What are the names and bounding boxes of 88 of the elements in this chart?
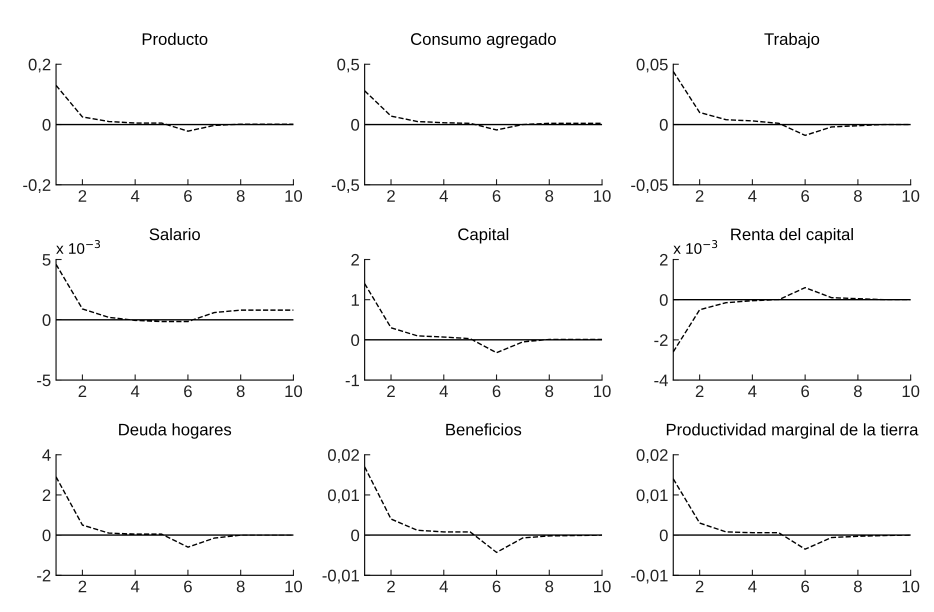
x-tick-label: 4 [130, 190, 140, 202]
y-tick-label: -0,05 [631, 179, 668, 193]
y-tick-label: -0,01 [322, 570, 359, 584]
x-tick-label: 10 [285, 190, 302, 202]
y-tick-label: 0,2 [28, 58, 50, 72]
y-tick-label: 0 [660, 118, 668, 131]
chart-title: Beneficios [446, 423, 522, 436]
y-tick-label: 0 [660, 294, 668, 306]
x-tick-label: 4 [130, 386, 140, 397]
x-tick-label: 2 [696, 385, 704, 397]
text: x 10$^{−3}$ [56, 240, 100, 254]
y-tick-label: 0 [351, 118, 360, 131]
y-tick-label: 0,01 [636, 489, 668, 504]
chart-title: Consumo agregado [411, 32, 556, 48]
x-tick-label: 6 [184, 385, 192, 398]
x-tick-label: 8 [236, 190, 245, 202]
y-tick-label: -0,01 [631, 570, 668, 584]
x-tick-label: 8 [236, 385, 245, 398]
y-tick-label: 0 [42, 314, 51, 326]
y-tick-label: -0,2 [23, 179, 50, 193]
x-tick-label: 2 [78, 190, 86, 202]
x-tick-label: 4 [748, 580, 757, 592]
chart-title: Productividad marginal de la tierra [666, 423, 918, 439]
x-tick-label: 6 [801, 385, 810, 398]
y-tick-label: 0,5 [337, 58, 360, 72]
x-tick-label: 6 [492, 190, 500, 202]
x-tick-label: 8 [854, 190, 862, 202]
y-tick-label: 0 [660, 530, 668, 542]
y-tick-label: 2 [42, 489, 50, 501]
x-tick-label: 2 [387, 580, 395, 592]
x-tick-label: 6 [492, 580, 500, 592]
y-tick-label: 0 [42, 118, 51, 131]
x-tick-label: 8 [854, 580, 862, 592]
y-tick-label: 4 [42, 449, 51, 461]
y-tick-label: 0,02 [636, 449, 668, 463]
x-tick-label: 4 [748, 386, 757, 397]
x-tick-label: 2 [387, 190, 395, 202]
x-tick-label: 6 [492, 385, 500, 398]
y-tick-label: 0,05 [636, 58, 668, 72]
chart-title: Renta del capital [731, 228, 853, 244]
y-tick-label: 5 [42, 254, 50, 266]
y-tick-label: -2 [654, 334, 668, 346]
x-tick-label: 4 [440, 580, 448, 592]
x-tick-label: 2 [78, 580, 86, 592]
x-tick-label: 2 [78, 385, 86, 397]
y-tick-label: 0 [351, 334, 360, 346]
y-tick-label: -0,5 [332, 179, 360, 193]
y-tick-label: 2 [660, 254, 668, 266]
chart-title: Capital [458, 228, 508, 244]
chart-title: Salario [150, 228, 200, 240]
y-tick-label: 0,02 [328, 449, 359, 463]
x-tick-label: 4 [440, 190, 448, 202]
x-tick-label: 10 [594, 190, 611, 202]
x-tick-label: 2 [696, 580, 704, 592]
y-tick-label: 0 [351, 530, 360, 542]
x-tick-label: 2 [696, 190, 704, 202]
y-tick-label: 2 [351, 254, 359, 266]
y-tick-label: -2 [37, 570, 50, 582]
text: x 10$^{−3}$ [673, 240, 718, 254]
x-tick-label: 8 [545, 385, 554, 398]
x-tick-label: 6 [801, 580, 810, 592]
x-tick-label: 4 [748, 190, 757, 202]
y-tick-label: -5 [37, 374, 50, 386]
x-tick-label: 4 [440, 386, 448, 397]
x-tick-label: 6 [184, 580, 192, 592]
x-tick-label: 10 [902, 190, 920, 202]
chart-title: Deuda hogares [119, 423, 232, 439]
x-tick-label: 8 [545, 580, 554, 592]
x-tick-label: 6 [801, 190, 810, 202]
y-tick-label: 1 [352, 294, 359, 306]
y-tick-label: 0,01 [328, 489, 359, 504]
x-tick-label: 10 [902, 580, 920, 592]
x-tick-label: 8 [545, 190, 554, 202]
chart-title: Producto [142, 32, 208, 45]
y-tick-label: -4 [654, 374, 668, 386]
x-tick-label: 4 [130, 580, 140, 592]
x-tick-label: 10 [594, 580, 611, 592]
y-tick-label: 0 [42, 530, 51, 542]
x-tick-label: 10 [594, 385, 611, 398]
x-tick-label: 2 [387, 385, 395, 397]
x-tick-label: 10 [902, 385, 920, 398]
x-tick-label: 8 [854, 385, 862, 398]
x-tick-label: 10 [285, 385, 302, 398]
x-tick-label: 10 [285, 580, 302, 592]
x-tick-label: 6 [184, 190, 192, 202]
x-tick-label: 8 [236, 580, 245, 592]
y-tick-label: -1 [346, 374, 359, 386]
chart-title: Trabajo [764, 32, 820, 48]
